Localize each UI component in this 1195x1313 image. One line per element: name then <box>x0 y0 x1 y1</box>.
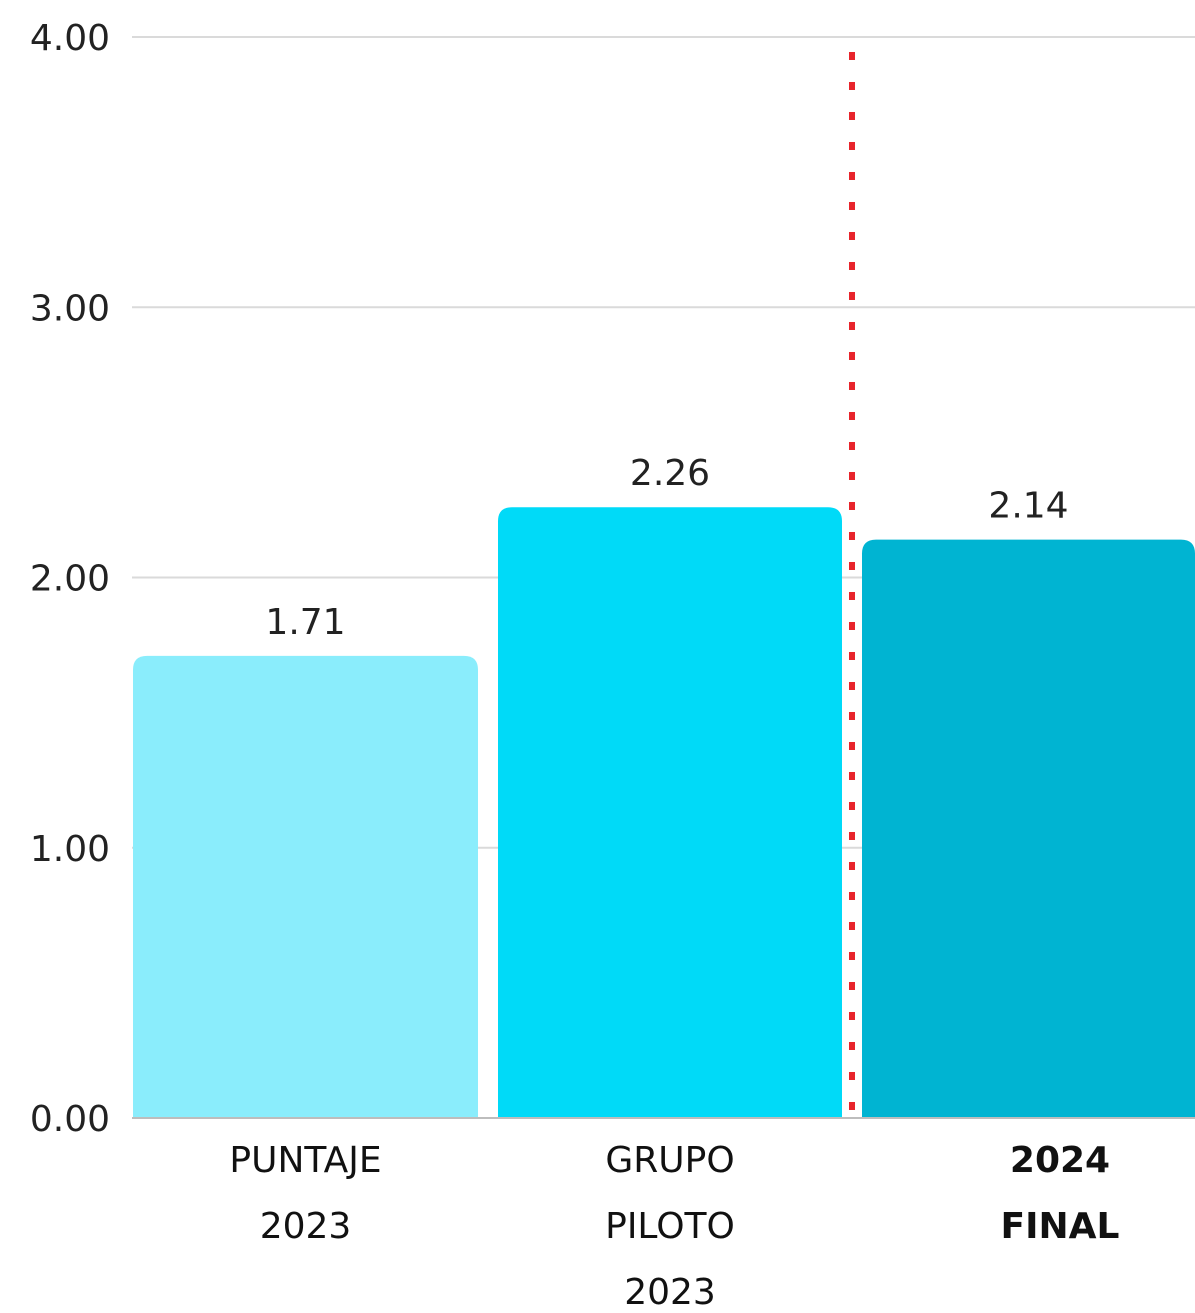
value-label: 1.71 <box>265 602 345 643</box>
x-tick-label: PILOTO <box>605 1206 735 1247</box>
x-tick-label: 2024 <box>1010 1140 1110 1181</box>
x-tick-label: FINAL <box>1001 1206 1120 1247</box>
y-axis: 0.00 1.00 2.00 3.00 4.00 <box>30 18 1195 1140</box>
value-labels: 1.71 2.26 2.14 <box>265 453 1068 643</box>
x-tick-label: 2023 <box>260 1206 352 1247</box>
y-tick-label: 1.00 <box>30 829 110 870</box>
bar <box>862 539 1195 1118</box>
y-tick-label: 4.00 <box>30 18 110 59</box>
bar <box>133 655 478 1118</box>
value-label: 2.26 <box>630 453 710 494</box>
x-tick-label: 2023 <box>624 1272 716 1313</box>
y-tick-label: 0.00 <box>30 1099 110 1140</box>
x-tick-label: PUNTAJE <box>229 1140 381 1181</box>
y-tick-label: 2.00 <box>30 559 110 600</box>
x-axis-labels: PUNTAJE 2023 GRUPO PILOTO 2023 2024 FINAL <box>229 1140 1119 1313</box>
x-tick-label: GRUPO <box>605 1140 734 1181</box>
bars <box>133 507 1195 1118</box>
bar <box>498 507 842 1118</box>
value-label: 2.14 <box>988 486 1068 527</box>
y-tick-label: 3.00 <box>30 288 110 329</box>
